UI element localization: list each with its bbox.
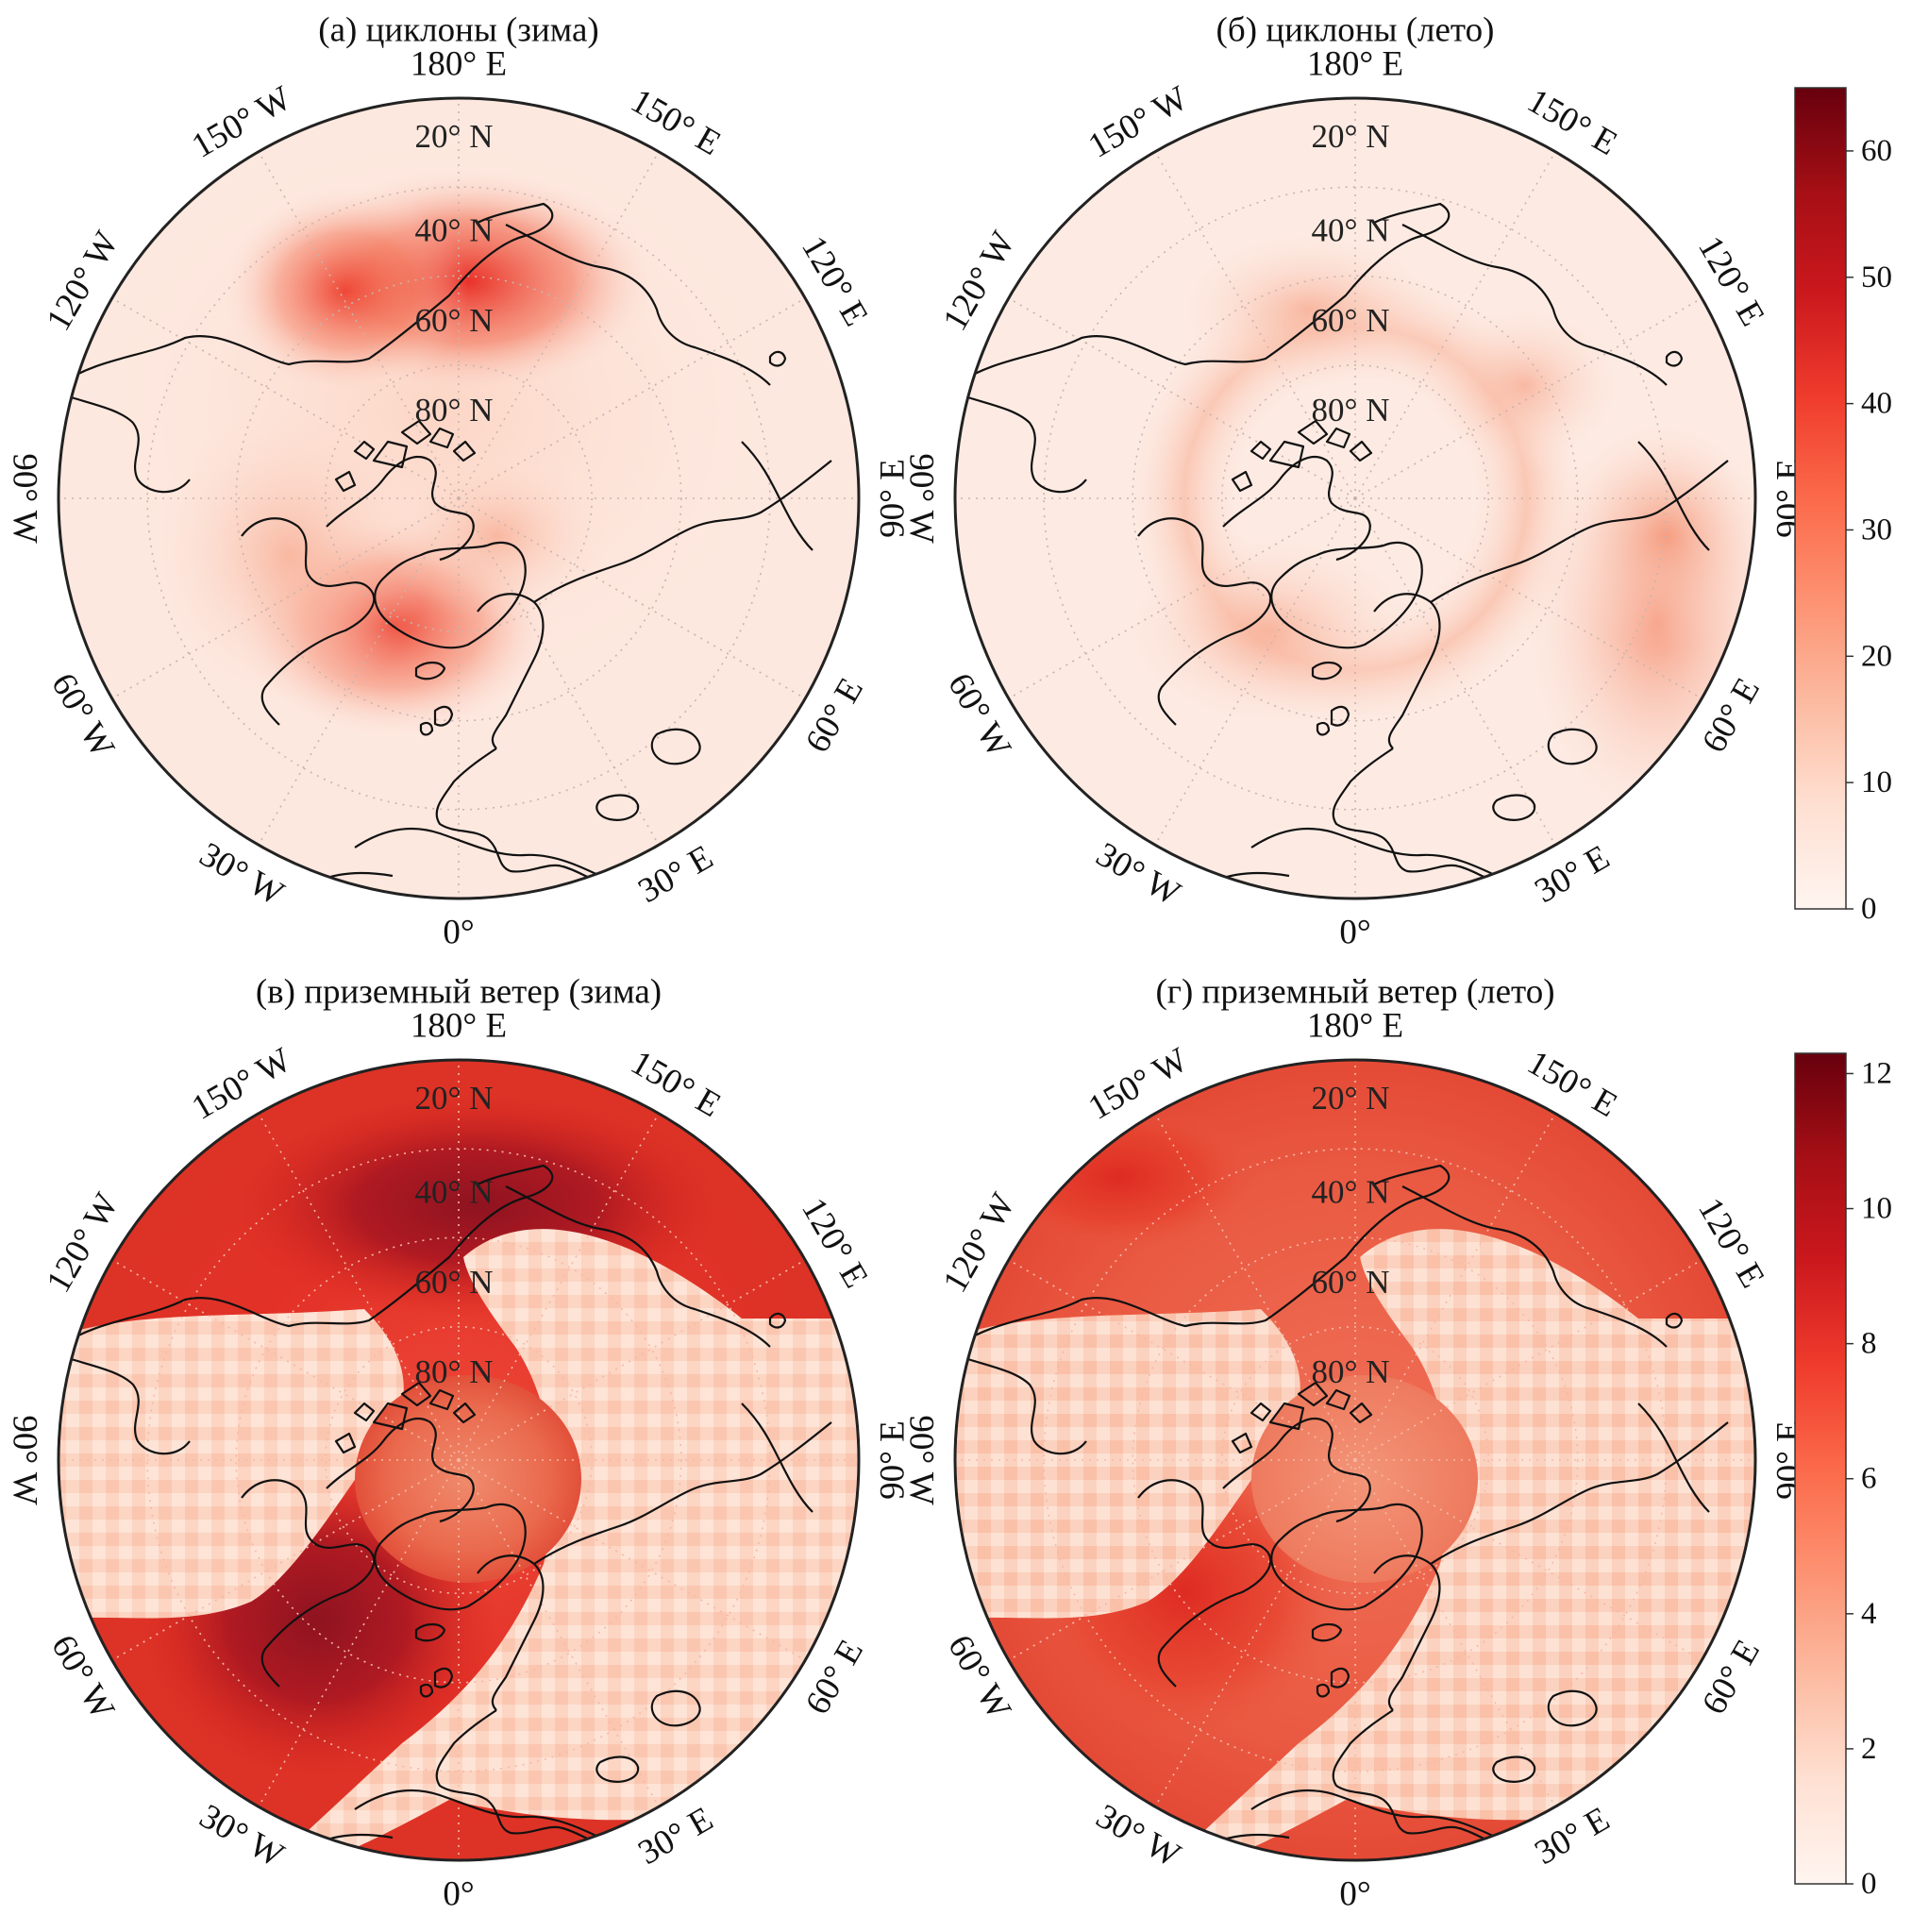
graticule: [59, 98, 859, 899]
colorbar-tick-label: 10: [1861, 765, 1892, 799]
colorbar-tick-label: 50: [1861, 260, 1892, 294]
graticule: [955, 1060, 1755, 1860]
longitude-label: 180° E: [411, 1007, 507, 1046]
latitude-label: 80° N: [1311, 392, 1389, 428]
longitude-label: 0°: [443, 914, 474, 952]
panel-title: (б) циклоны (лето): [1216, 11, 1495, 50]
colorbar-cyclones: 0 10 20 30 40 50 60: [1794, 87, 1892, 926]
latitude-label: 40° N: [414, 1173, 493, 1210]
colorbar-tick-label: 4: [1861, 1597, 1877, 1631]
panel-a: (a) циклоны (зима) 20° N 40° N 60° N 80° N 0°…: [6, 11, 913, 952]
map-boundary: [953, 96, 1757, 900]
longitude-label: 90° W: [6, 453, 44, 543]
longitude-label: 90° W: [902, 1415, 941, 1504]
map-boundary: [57, 1058, 861, 1862]
longitude-label: 0°: [1339, 1875, 1370, 1914]
latitude-label: 60° N: [414, 302, 493, 339]
latitude-label: 60° N: [414, 1264, 493, 1301]
colorbar-tick-label: 12: [1861, 1056, 1892, 1090]
panel-b: (б) циклоны (лето) 20° N 40° N 60° N 80° N 0°…: [902, 11, 1809, 952]
colorbar-ramp: [1794, 1052, 1847, 1885]
panel-d: (г) приземный ветер (лето) 20° N 40° N 60° …: [902, 973, 1809, 1914]
colorbar-tick-label: 8: [1861, 1327, 1877, 1361]
graticule: [955, 98, 1755, 899]
longitude-label: 0°: [443, 1875, 474, 1914]
map-boundary: [57, 96, 861, 900]
panel-title: (a) циклоны (зима): [318, 11, 598, 50]
latitude-label: 80° N: [414, 1353, 493, 1390]
longitude-label: 180° E: [1307, 1007, 1403, 1046]
colorbar-tick-label: 20: [1861, 639, 1892, 673]
colorbar-tick-label: 10: [1861, 1192, 1892, 1226]
panel-title: (в) приземный ветер (зима): [256, 973, 662, 1012]
graticule: [59, 1060, 859, 1860]
map-boundary: [953, 1058, 1757, 1862]
data-field: [59, 98, 859, 899]
colorbar-wind: 0 2 4 6 8 10 12: [1794, 1052, 1892, 1901]
longitude-label: 180° E: [411, 45, 507, 84]
latitude-label: 40° N: [1311, 1173, 1389, 1210]
colorbar-tick-label: 30: [1861, 512, 1892, 546]
latitude-label: 20° N: [1311, 118, 1389, 155]
longitude-label: 0°: [1339, 914, 1370, 952]
longitude-label: 90° W: [902, 453, 941, 543]
latitude-label: 60° N: [1311, 302, 1389, 339]
colorbar-tick-label: 0: [1861, 1867, 1877, 1901]
latitude-label: 80° N: [414, 392, 493, 428]
colorbar-tick-label: 0: [1861, 892, 1877, 926]
latitude-label: 40° N: [1311, 211, 1389, 248]
latitude-label: 20° N: [1311, 1080, 1389, 1117]
panel-c: (в) приземный ветер (зима) 20° N 40° N 60° …: [6, 973, 913, 1914]
colorbar-ramp: [1794, 87, 1847, 910]
colorbar-tick-label: 60: [1861, 134, 1892, 168]
latitude-label: 40° N: [414, 211, 493, 248]
latitude-label: 80° N: [1311, 1353, 1389, 1390]
colorbar-tick-label: 2: [1861, 1732, 1877, 1766]
longitude-label: 90° W: [6, 1415, 44, 1504]
longitude-label: 180° E: [1307, 45, 1403, 84]
latitude-label: 60° N: [1311, 1264, 1389, 1301]
panel-title: (г) приземный ветер (лето): [1155, 973, 1554, 1012]
longitude-label: 90° E: [874, 459, 913, 538]
latitude-label: 20° N: [414, 118, 493, 155]
colorbar-tick-label: 6: [1861, 1462, 1877, 1496]
colorbar-tick-label: 40: [1861, 387, 1892, 421]
latitude-label: 20° N: [414, 1080, 493, 1117]
longitude-label: 90° E: [874, 1420, 913, 1500]
